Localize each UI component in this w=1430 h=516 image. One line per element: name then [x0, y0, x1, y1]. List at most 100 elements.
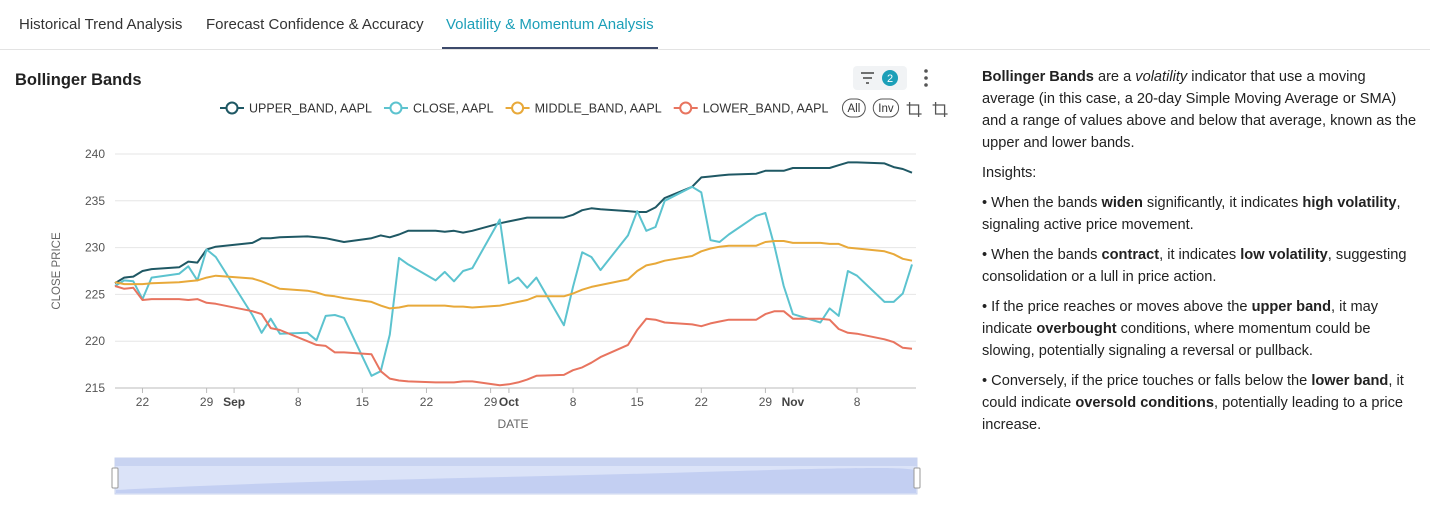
dot: [924, 69, 928, 73]
legend-tool-icon: [906, 102, 922, 117]
text-run: • If the price reaches or moves above th…: [982, 299, 1252, 315]
legend-tool[interactable]: [932, 102, 948, 117]
text-run: high volatility: [1302, 195, 1397, 211]
y-tick-label: 220: [85, 334, 105, 348]
text-run: oversold conditions: [1075, 395, 1214, 411]
legend-label: CLOSE, AAPL: [413, 102, 494, 116]
legend-item[interactable]: MIDDLE_BAND, AAPL: [505, 101, 662, 116]
legend-swatch: [679, 101, 693, 115]
text-run: conditions, where momentum could be slow…: [982, 321, 1371, 359]
legend-button[interactable]: Inv: [872, 98, 900, 118]
y-tick-label: 235: [85, 194, 105, 208]
paragraph: • When the bands widen significantly, it…: [982, 192, 1418, 236]
text-run: • Conversely, if the price touches or fa…: [982, 373, 1312, 389]
legend-button-frame: [872, 98, 900, 118]
text-run: overbought: [1036, 321, 1117, 337]
text-run: low volatility: [1240, 247, 1328, 263]
legend-swatch: [389, 101, 403, 115]
legend-button[interactable]: All: [841, 98, 866, 118]
x-tick-label: 15: [630, 395, 644, 409]
text-run: Bollinger Bands: [982, 69, 1094, 85]
text-run: widen: [1101, 195, 1143, 211]
text-run: upper band: [1251, 299, 1332, 315]
text-run: , suggesting consolidation or a lull in …: [982, 247, 1407, 285]
dot: [924, 83, 928, 87]
filter-button[interactable]: 2: [853, 66, 907, 90]
tab[interactable]: Forecast Confidence & Accuracy: [206, 16, 424, 33]
legend-label: LOWER_BAND, AAPL: [703, 102, 829, 116]
chart-title: Bollinger Bands: [15, 71, 142, 89]
text-run: volatility: [1135, 69, 1188, 85]
legend-item[interactable]: LOWER_BAND, AAPL: [673, 101, 829, 116]
legend-label: MIDDLE_BAND, AAPL: [535, 102, 662, 116]
legend-item[interactable]: UPPER_BAND, AAPL: [220, 101, 372, 116]
y-tick-label: 215: [85, 381, 105, 395]
filter-count: 2: [887, 73, 893, 85]
filter-icon: [861, 72, 874, 84]
y-tick-label: 230: [85, 241, 105, 255]
paragraph: • If the price reaches or moves above th…: [982, 296, 1418, 362]
range-slider[interactable]: [111, 457, 921, 495]
text-run: • When the bands: [982, 195, 1102, 211]
dot: [924, 76, 928, 80]
y-axis-title: CLOSE PRICE: [51, 232, 63, 310]
text-run: • When the bands: [982, 247, 1102, 263]
legend-swatch: [225, 101, 239, 115]
text-run: , potentially leading to a price increas…: [982, 395, 1403, 433]
text-run: contract: [1101, 247, 1160, 263]
text-run: lower band: [1311, 373, 1389, 389]
legend-item[interactable]: CLOSE, AAPL: [383, 101, 494, 116]
x-axis-title: DATE: [497, 417, 528, 431]
filter-badge: [882, 70, 898, 86]
x-tick-label: Oct: [499, 395, 519, 409]
paragraph: Bollinger Bands are a volatility indicat…: [982, 66, 1418, 154]
x-tick-label: 22: [695, 395, 709, 409]
text-run: , it could indicate: [982, 373, 1404, 411]
text-run: , it may indicate: [982, 299, 1379, 337]
series-line: [114, 285, 913, 387]
more-menu[interactable]: [924, 69, 928, 87]
text-run: , signaling active price movement.: [982, 195, 1401, 233]
x-tick-label: 29: [200, 395, 214, 409]
slider-handle[interactable]: [111, 467, 119, 489]
legend: UPPER_BAND, AAPL CLOSE, AAPL MIDDLE_BAND, …: [220, 98, 948, 118]
x-tick-label: 15: [356, 395, 370, 409]
series-line: [114, 185, 913, 377]
x-tick-label: 8: [295, 395, 302, 409]
x-tick-label: 8: [854, 395, 861, 409]
tab[interactable]: Historical Trend Analysis: [19, 16, 183, 33]
slider-handle[interactable]: [913, 467, 921, 489]
tab[interactable]: Volatility & Momentum Analysis: [442, 0, 658, 49]
slider-bar: [115, 458, 917, 466]
series-line: [114, 240, 913, 310]
legend-button-frame: [841, 98, 866, 118]
series-line: [114, 161, 913, 285]
filter-bg: [853, 66, 907, 90]
description: Bollinger Bands are a volatility indicat…: [982, 66, 1418, 444]
x-tick-label: 29: [484, 395, 498, 409]
legend-button-label: Inv: [878, 103, 894, 115]
tab-bar: Historical Trend Analysis Forecast Confid…: [0, 0, 1430, 50]
y-tick-label: 225: [85, 287, 105, 301]
x-tick-label: 22: [420, 395, 434, 409]
legend-tool[interactable]: [906, 102, 922, 117]
paragraph: • Conversely, if the price touches or fa…: [982, 370, 1418, 436]
legend-tool-icon: [932, 102, 948, 117]
x-tick-label: Sep: [223, 395, 245, 409]
legend-swatch: [511, 101, 525, 115]
x-tick-label: 8: [570, 395, 577, 409]
x-tick-label: Nov: [782, 395, 805, 409]
legend-button-label: All: [847, 103, 860, 115]
paragraph: Insights:: [982, 162, 1418, 184]
chart: Bollinger Bands 2 UPPER_BAND, AAPL CLOSE,…: [15, 66, 948, 495]
text-run: are a: [1093, 69, 1136, 85]
text-run: Insights:: [982, 165, 1037, 181]
text-run: , it indicates: [1159, 247, 1241, 263]
y-tick-label: 240: [85, 147, 105, 161]
legend-label: UPPER_BAND, AAPL: [249, 102, 372, 116]
text-run: indicator that use a moving average (in …: [982, 69, 1417, 151]
paragraph: • When the bands contract, it indicates …: [982, 244, 1418, 288]
x-tick-label: 22: [136, 395, 150, 409]
text-run: significantly, it indicates: [1142, 195, 1303, 211]
